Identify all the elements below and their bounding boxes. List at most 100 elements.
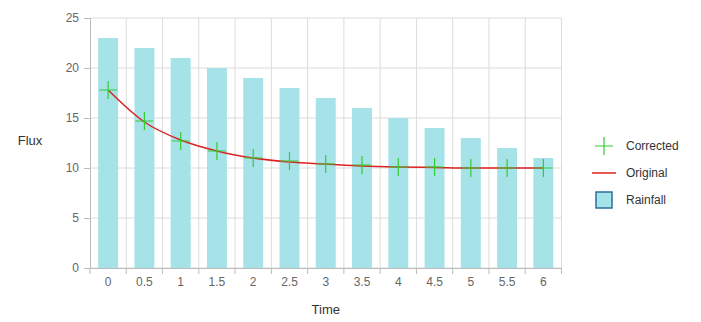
y-tick: 15 [66, 111, 90, 125]
y-tick: 10 [66, 161, 90, 175]
x-boundary-tick [343, 268, 344, 274]
x-tick: 3.5 [354, 268, 371, 289]
grid-line-vertical [126, 18, 127, 268]
bar [533, 158, 553, 268]
marker [244, 149, 262, 167]
x-tick-label: 5.5 [499, 275, 516, 289]
x-tick-label: 2.5 [281, 275, 298, 289]
x-tick-label: 1 [177, 275, 184, 289]
x-boundary-tick [380, 268, 381, 274]
grid-line-vertical [343, 18, 344, 268]
grid-line [90, 68, 562, 69]
y-tick: 0 [72, 261, 90, 275]
legend: Corrected Original Rainfall [592, 137, 679, 208]
bar [461, 138, 481, 268]
bar [497, 148, 517, 268]
x-tick-label: 4 [395, 275, 402, 289]
marker [353, 156, 371, 174]
bar [280, 88, 300, 268]
x-tick: 5.5 [499, 268, 516, 289]
y-tick-label: 5 [72, 211, 79, 225]
x-axis-title: Time [312, 302, 340, 317]
grid-line-vertical [416, 18, 417, 268]
y-tick-mark [84, 218, 90, 219]
y-axis-title: Flux [18, 133, 43, 148]
x-tick-label: 0.5 [136, 275, 153, 289]
x-boundary-tick [488, 268, 489, 274]
y-tick-label: 25 [66, 11, 80, 25]
x-tick-label: 3.5 [354, 275, 371, 289]
grid-line-vertical [271, 18, 272, 268]
legend-symbol [592, 172, 616, 174]
marker [280, 152, 298, 170]
marker [208, 142, 226, 160]
grid-line-vertical [525, 18, 526, 268]
x-tick: 4.5 [426, 268, 443, 289]
grid-line-vertical [235, 18, 236, 268]
x-tick: 2 [250, 268, 257, 289]
x-tick: 1.5 [209, 268, 226, 289]
grid-line-vertical [561, 18, 562, 268]
x-boundary-tick [198, 268, 199, 274]
grid-line-vertical [452, 18, 453, 268]
grid [90, 18, 562, 268]
bar [207, 68, 227, 268]
marker [172, 132, 190, 150]
bar [316, 98, 336, 268]
legend-item: Rainfall [596, 192, 666, 208]
x-boundary-tick [525, 268, 526, 274]
grid-line-vertical [307, 18, 308, 268]
bar [388, 118, 408, 268]
y-tick-label: 10 [66, 161, 80, 175]
x-axis-line [91, 268, 563, 269]
legend-label: Original [626, 166, 667, 180]
x-tick-label: 5 [467, 275, 474, 289]
plot-area [98, 38, 553, 268]
x-boundary-tick [235, 268, 236, 274]
marker [498, 159, 516, 177]
marker [135, 112, 153, 130]
x-boundary-tick [90, 268, 91, 274]
x-tick: 4 [395, 268, 402, 289]
y-tick: 5 [72, 211, 90, 225]
x-boundary-tick [307, 268, 308, 274]
y-tick: 25 [66, 11, 90, 25]
x-boundary-tick [271, 268, 272, 274]
x-boundary-tick [452, 268, 453, 274]
bar [425, 128, 445, 268]
y-tick-label: 15 [66, 111, 80, 125]
legend-label: Corrected [626, 139, 679, 153]
x-boundary-tick [561, 268, 562, 274]
grid-line-vertical [198, 18, 199, 268]
marker [426, 158, 444, 176]
grid-line-vertical [162, 18, 163, 268]
marker [534, 159, 552, 177]
y-axis-line [84, 19, 91, 269]
y-tick-label: 20 [66, 61, 80, 75]
legend-symbol [596, 192, 612, 208]
x-tick: 3 [322, 268, 329, 289]
x-boundary-tick [416, 268, 417, 274]
x-tick-label: 6 [540, 275, 547, 289]
x-tick: 0.5 [136, 268, 153, 289]
chart: 0 5 10 15 20 25 0 0.5 1 1.5 2 2.5 3 3.5 4 4.5 5 5.5 6 Flux T… [0, 0, 701, 322]
x-boundary-tick [162, 268, 163, 274]
grid-line-vertical [488, 18, 489, 268]
bar [171, 58, 191, 268]
y-tick-mark [84, 68, 90, 69]
y-tick-mark [84, 168, 90, 169]
bar [243, 78, 263, 268]
x-tick-label: 4.5 [426, 275, 443, 289]
y-axis: 0 5 10 15 20 25 [66, 11, 91, 275]
x-tick: 1 [177, 268, 184, 289]
bar [134, 48, 154, 268]
x-tick-label: 0 [105, 275, 112, 289]
y-tick-mark [84, 118, 90, 119]
x-tick: 2.5 [281, 268, 298, 289]
marker [317, 155, 335, 173]
legend-item: Original [592, 166, 667, 180]
x-tick-label: 3 [322, 275, 329, 289]
legend-item: Corrected [595, 137, 679, 155]
bar [352, 108, 372, 268]
x-tick: 0 [105, 268, 112, 289]
